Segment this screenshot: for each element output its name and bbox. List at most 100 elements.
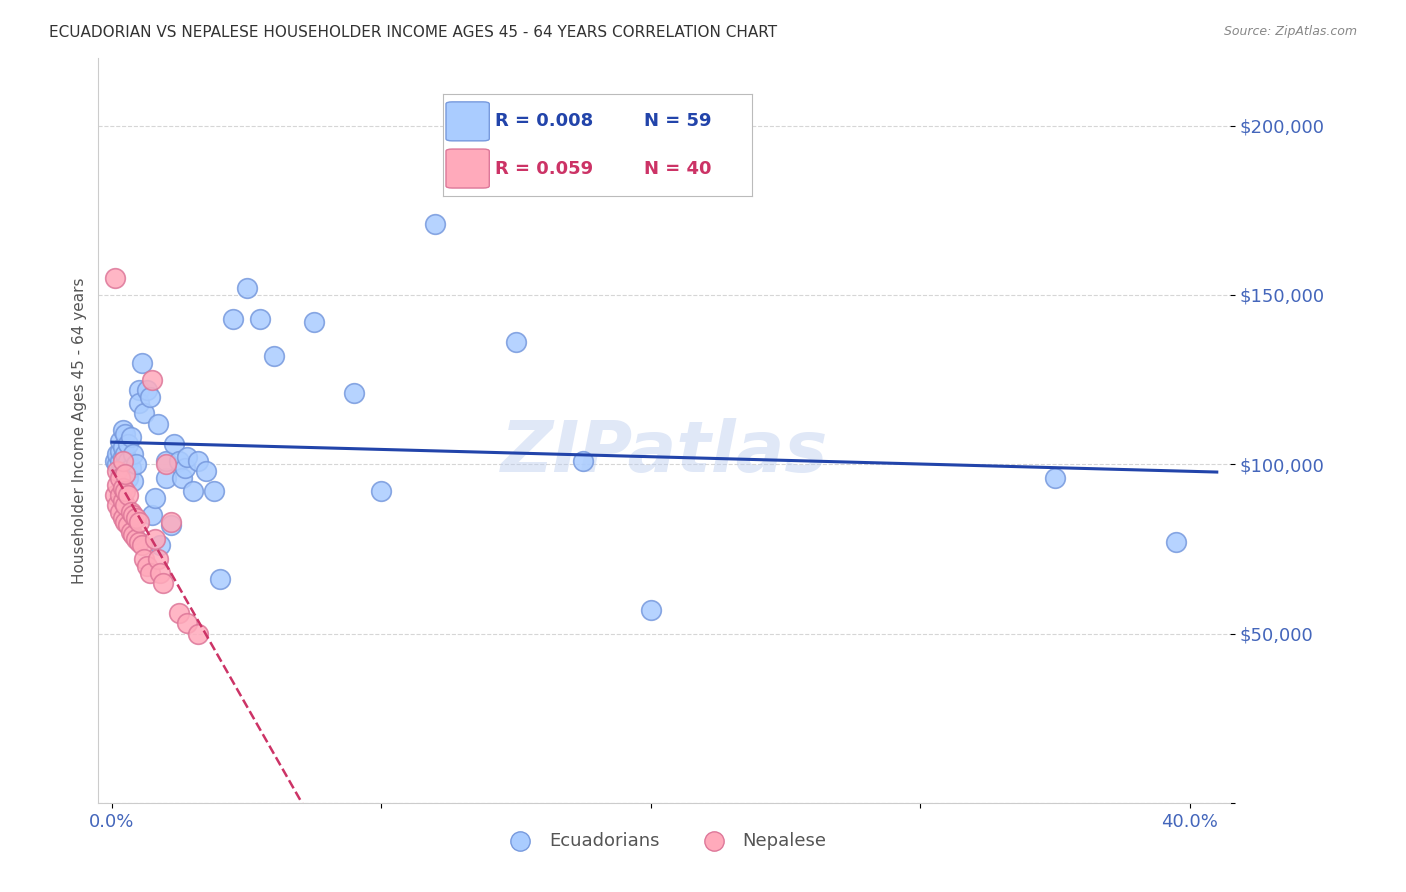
Point (125, 511, 148, 525)
Point (117, 454, 139, 468)
Point (122, 508, 145, 522)
Point (111, 481, 134, 495)
Point (141, 508, 163, 522)
Point (134, 552, 156, 566)
Point (128, 535, 150, 549)
Point (343, 386, 366, 401)
Point (128, 396, 150, 410)
Point (108, 443, 131, 458)
Point (143, 532, 166, 546)
Point (235, 281, 257, 295)
FancyBboxPatch shape (446, 149, 489, 188)
Point (146, 417, 169, 431)
Point (114, 467, 136, 482)
Point (114, 498, 136, 512)
Point (187, 454, 209, 468)
Point (111, 423, 134, 437)
Point (111, 440, 134, 454)
Point (1043, 471, 1066, 485)
Point (105, 477, 128, 491)
Point (425, 217, 447, 231)
Point (160, 515, 183, 529)
Point (176, 616, 198, 631)
Point (111, 511, 134, 525)
Point (143, 491, 166, 505)
Point (163, 437, 186, 451)
Point (195, 464, 218, 478)
Point (138, 390, 160, 404)
Point (108, 471, 131, 485)
Point (111, 450, 134, 465)
Legend: Ecuadorians, Nepalese: Ecuadorians, Nepalese (495, 824, 834, 857)
Point (114, 426, 136, 441)
Text: N = 59: N = 59 (644, 112, 711, 130)
Point (104, 488, 127, 502)
Point (152, 575, 174, 590)
Point (114, 447, 136, 461)
Point (117, 488, 139, 502)
Point (105, 457, 128, 471)
Point (114, 457, 136, 471)
Point (125, 532, 148, 546)
Point (141, 373, 163, 387)
Point (108, 505, 131, 519)
Point (505, 335, 527, 350)
Text: R = 0.008: R = 0.008 (495, 112, 593, 130)
Point (149, 566, 172, 580)
Point (105, 498, 128, 512)
Point (202, 484, 225, 499)
Point (128, 515, 150, 529)
Point (128, 383, 150, 397)
Point (370, 484, 392, 499)
FancyBboxPatch shape (446, 102, 489, 141)
Point (122, 474, 145, 488)
Point (111, 454, 134, 468)
Point (114, 484, 136, 499)
Point (173, 460, 195, 475)
Point (120, 505, 142, 519)
Point (136, 383, 159, 397)
Point (122, 447, 145, 461)
Point (125, 457, 148, 471)
Text: ZIPatlas: ZIPatlas (501, 418, 828, 487)
Point (181, 484, 204, 499)
Point (120, 430, 142, 444)
Point (108, 488, 131, 502)
Point (149, 539, 172, 553)
Point (170, 471, 193, 485)
Point (114, 515, 136, 529)
Text: ECUADORIAN VS NEPALESE HOUSEHOLDER INCOME AGES 45 - 64 YEARS CORRELATION CHART: ECUADORIAN VS NEPALESE HOUSEHOLDER INCOM… (49, 25, 778, 40)
Point (120, 460, 142, 475)
Point (138, 566, 160, 580)
Y-axis label: Householder Income Ages 45 - 64 years: Householder Income Ages 45 - 64 years (72, 277, 87, 583)
Point (187, 626, 209, 640)
Point (111, 460, 134, 475)
Point (169, 606, 191, 620)
Point (302, 315, 325, 329)
Point (146, 552, 169, 566)
Point (572, 454, 595, 468)
Point (114, 467, 136, 482)
Point (117, 437, 139, 451)
Point (208, 573, 231, 587)
Point (155, 471, 177, 485)
Point (222, 311, 245, 326)
Point (176, 450, 198, 465)
Point (263, 349, 285, 363)
Text: R = 0.059: R = 0.059 (495, 160, 593, 178)
Point (134, 407, 156, 421)
Point (108, 454, 131, 468)
Point (108, 434, 131, 448)
Point (117, 518, 139, 533)
Text: Source: ZipAtlas.com: Source: ZipAtlas.com (1223, 25, 1357, 38)
Point (111, 494, 134, 508)
Point (131, 356, 153, 370)
Point (249, 311, 271, 326)
Point (131, 539, 153, 553)
Point (640, 603, 662, 617)
Point (104, 271, 127, 285)
Point (1166, 535, 1188, 549)
Point (117, 471, 139, 485)
Point (104, 454, 127, 468)
Point (136, 558, 159, 573)
